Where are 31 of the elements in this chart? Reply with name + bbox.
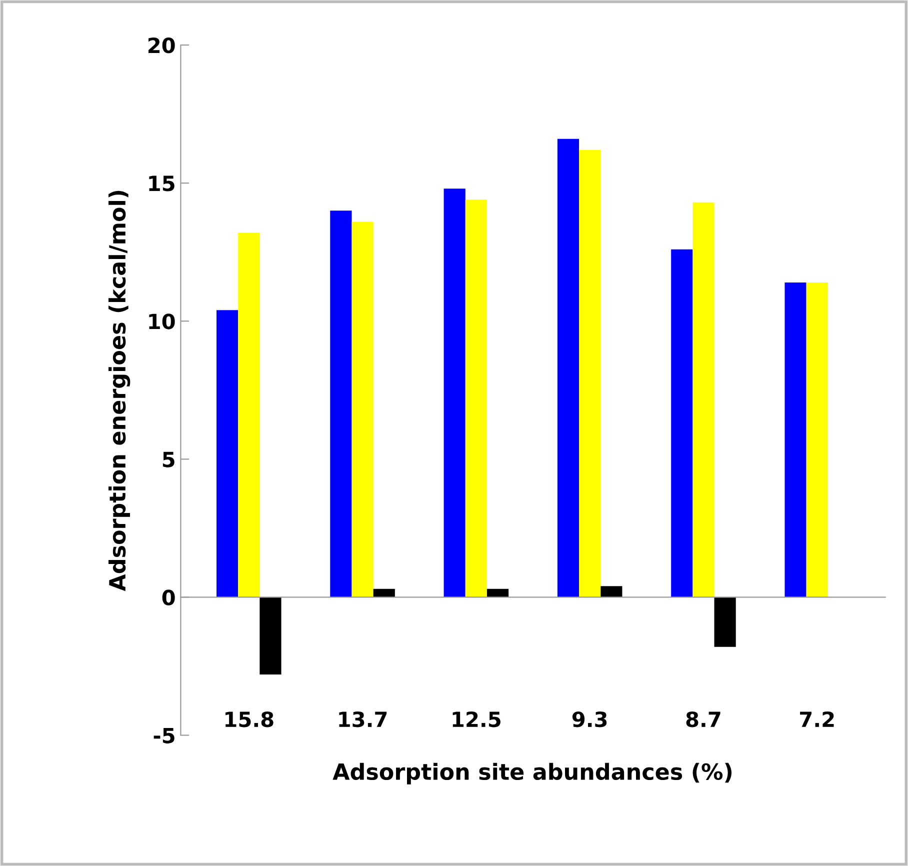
bar bbox=[330, 210, 352, 598]
bar bbox=[465, 200, 487, 598]
x-tick-label: 9.3 bbox=[572, 711, 607, 728]
bar bbox=[692, 202, 714, 598]
y-tick-label: 5 bbox=[162, 452, 174, 468]
y-tick-label: 15 bbox=[149, 176, 174, 192]
bar bbox=[238, 232, 260, 598]
y-tick-label: -5 bbox=[154, 728, 174, 744]
bar bbox=[806, 282, 828, 598]
bar bbox=[260, 597, 282, 674]
x-tick-label: 7.2 bbox=[800, 711, 834, 727]
x-tick-label: 15.8 bbox=[226, 711, 274, 728]
bar bbox=[444, 188, 466, 598]
y-tick-label: 10 bbox=[149, 314, 175, 330]
y-tick-label: 0 bbox=[162, 590, 175, 606]
x-tick-label: 8.7 bbox=[686, 711, 720, 728]
bar bbox=[373, 588, 395, 598]
bar bbox=[671, 249, 693, 598]
x-tick-label: 12.5 bbox=[452, 711, 500, 728]
y-tick-label: 20 bbox=[148, 37, 175, 54]
bar bbox=[352, 222, 374, 598]
bar bbox=[784, 282, 806, 598]
x-tick-label: 13.7 bbox=[339, 711, 387, 728]
bar bbox=[600, 586, 622, 598]
y-axis-title: Adsorption energioes (kcal/mol) bbox=[108, 190, 130, 592]
bar bbox=[486, 588, 509, 598]
bar bbox=[557, 138, 580, 598]
bar bbox=[714, 597, 736, 647]
bar bbox=[579, 150, 601, 598]
x-axis-title: Adsorption site abundances (%) bbox=[332, 762, 732, 784]
bar bbox=[216, 310, 238, 598]
